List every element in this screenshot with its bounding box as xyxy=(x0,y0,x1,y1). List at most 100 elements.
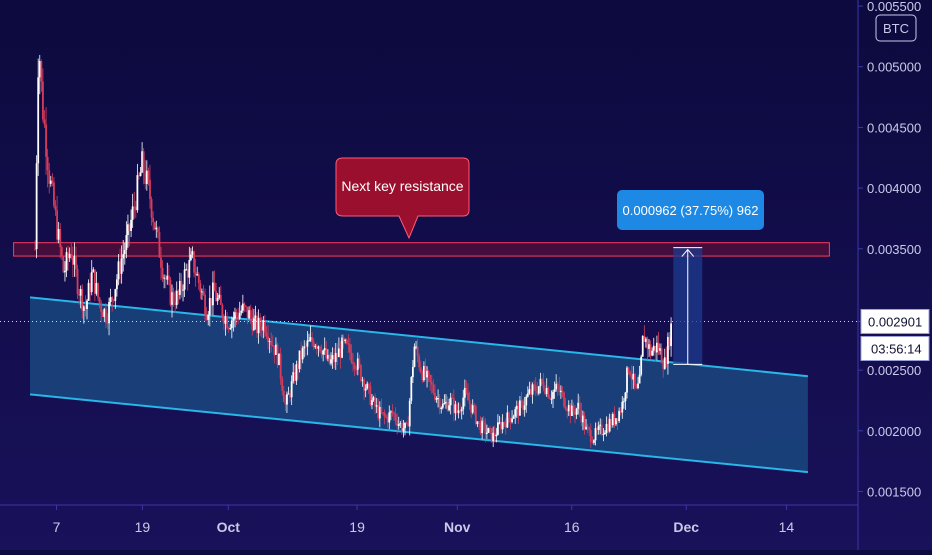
candle-body xyxy=(125,235,128,250)
price-tick-label: 0.001500 xyxy=(867,485,921,500)
candle-body xyxy=(476,421,479,425)
candle-body xyxy=(97,283,99,298)
candle-body xyxy=(419,367,422,373)
candle-body xyxy=(536,390,539,394)
candle-body xyxy=(323,348,326,351)
candle-body xyxy=(386,417,389,423)
candle-body xyxy=(596,428,598,431)
candle-body xyxy=(339,348,342,358)
candle-body xyxy=(534,385,537,391)
candle-body xyxy=(314,345,317,348)
candle-body xyxy=(668,336,671,347)
candle-body xyxy=(427,370,430,376)
candle-body xyxy=(223,317,225,324)
channel-lower-line[interactable] xyxy=(29,393,809,474)
candle-body xyxy=(508,412,510,418)
candle-body xyxy=(178,280,181,295)
measure-label-box[interactable] xyxy=(617,190,764,230)
candle-body xyxy=(415,346,417,348)
time-tick-label: Nov xyxy=(444,519,471,535)
candle-body xyxy=(575,408,578,415)
candle-body xyxy=(122,254,125,259)
candle-body xyxy=(57,229,60,240)
candle-body xyxy=(350,352,353,363)
candle-body xyxy=(260,326,263,331)
candle-body xyxy=(375,405,378,407)
candle-body xyxy=(358,358,361,366)
candle-body xyxy=(71,257,74,265)
candle-body xyxy=(281,378,284,391)
candle-body xyxy=(333,355,336,362)
candle-body xyxy=(136,175,139,211)
candle-body xyxy=(654,345,657,353)
annotation-callout[interactable] xyxy=(335,157,470,240)
candle-body xyxy=(101,312,104,317)
candle-body xyxy=(437,398,439,400)
candle-body xyxy=(278,353,280,366)
candle-body xyxy=(169,279,172,305)
candle-body xyxy=(385,416,388,418)
candle-body xyxy=(397,424,400,427)
candle-body xyxy=(256,315,258,334)
candle-body xyxy=(633,373,636,386)
candle-body xyxy=(356,358,359,370)
candle-body xyxy=(484,423,487,434)
candle-body xyxy=(638,374,641,384)
countdown-box xyxy=(860,335,930,361)
candle-body xyxy=(229,328,232,330)
candle-body xyxy=(190,254,192,261)
candle-body xyxy=(227,328,230,330)
candle-body xyxy=(207,314,210,320)
candle-body xyxy=(640,356,643,375)
currency-badge[interactable] xyxy=(875,14,917,42)
candle-body xyxy=(65,252,68,271)
candle-body xyxy=(605,423,608,433)
candle-body xyxy=(188,260,191,278)
candle-body xyxy=(259,317,262,327)
candle-body xyxy=(555,383,558,390)
candle-body xyxy=(408,400,411,427)
candle-body xyxy=(497,422,499,435)
candle-body xyxy=(471,405,474,413)
resistance-zone[interactable] xyxy=(13,242,830,257)
candle-body xyxy=(308,340,310,342)
price-tag-box[interactable] xyxy=(860,308,930,334)
candle-body xyxy=(160,257,162,268)
candle-body xyxy=(451,397,454,399)
candle-body xyxy=(183,269,186,290)
candle-body xyxy=(284,401,287,405)
candle-body xyxy=(73,255,76,265)
candle-body xyxy=(298,350,301,369)
candle-body xyxy=(613,413,616,425)
candle-body xyxy=(426,370,428,378)
candle-body xyxy=(193,251,195,273)
candle-body xyxy=(194,272,197,276)
candle-body xyxy=(597,426,600,431)
candle-body xyxy=(212,282,214,306)
candle-body xyxy=(578,402,581,410)
candle-body xyxy=(663,357,666,369)
candle-body xyxy=(443,403,446,405)
candle-body xyxy=(570,405,573,417)
candle-body xyxy=(130,219,132,231)
candle-body xyxy=(245,306,247,308)
candle-body xyxy=(667,336,669,364)
candle-body xyxy=(114,289,117,301)
candle-body xyxy=(286,394,288,405)
candle-body xyxy=(216,297,219,302)
candle-body xyxy=(153,222,156,230)
candle-body xyxy=(511,418,513,423)
candle-body xyxy=(182,289,184,291)
candle-body xyxy=(514,409,517,417)
candle-body xyxy=(175,290,178,306)
price-tick-label: 0.002500 xyxy=(867,363,921,378)
candle-body xyxy=(580,409,583,423)
candle-body xyxy=(252,318,255,331)
candle-body xyxy=(400,423,403,432)
candle-body xyxy=(262,320,265,331)
candle-body xyxy=(462,397,465,410)
candle-body xyxy=(240,310,243,313)
candle-body xyxy=(438,398,441,410)
